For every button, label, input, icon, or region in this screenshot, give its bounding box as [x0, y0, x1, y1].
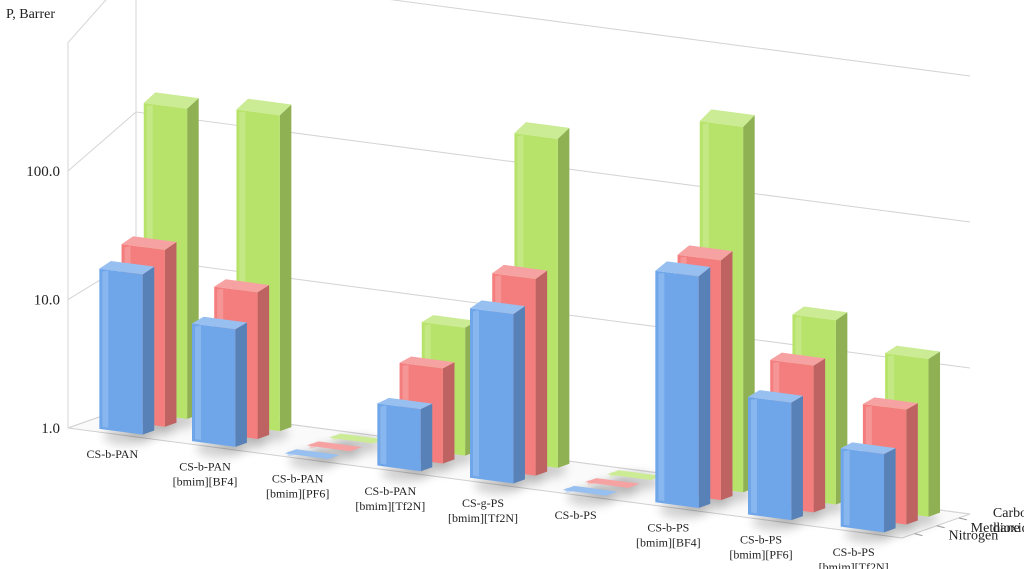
bar-carbon-dioxide-3: [329, 433, 385, 444]
bar-side-face: [279, 104, 292, 432]
bar-top-face: [421, 315, 477, 328]
bar-nitrogen-3: [284, 449, 340, 460]
y-axis-title: P, Barrer: [6, 7, 55, 22]
category-label-4: CS-b-PAN [bmim][Tf2N]: [355, 484, 425, 513]
bar-top-face: [885, 345, 941, 359]
bar-methane-3: [306, 441, 362, 452]
bar-top-face: [607, 470, 663, 481]
bar-methane-6: [584, 478, 640, 488]
category-label-9: CS-b-PS [bmim][Tf2N]: [819, 545, 889, 569]
bar-top-face: [99, 260, 155, 275]
bar-top-face: [748, 390, 803, 403]
category-label-1: CS-b-PAN: [87, 447, 139, 461]
bar-top-face: [584, 478, 640, 488]
series-label-nitrogen: Nitrogen: [948, 529, 998, 544]
category-label-2: CS-b-PAN [bmim][BF4]: [173, 459, 238, 488]
category-label-8: CS-b-PS [bmim][PF6]: [729, 533, 792, 562]
bar-nitrogen-7: [655, 261, 711, 508]
bar-nitrogen-6: [562, 485, 618, 496]
bar-front-face: [192, 323, 236, 447]
y-tick-label: 1.0: [41, 421, 60, 437]
bar-top-face: [492, 264, 548, 279]
category-label-7: CS-b-PS [bmim][BF4]: [636, 520, 701, 549]
bar-highlight: [102, 270, 109, 428]
bar-top-face: [236, 98, 292, 116]
bar-nitrogen-1: [99, 260, 155, 435]
bar-top-face: [655, 261, 711, 277]
bar-top-face: [214, 279, 270, 293]
category-label-5: CS-g-PS [bmim][Tf2N]: [448, 496, 518, 525]
bar-side-face: [698, 267, 711, 508]
bar-top-face: [514, 122, 570, 139]
bar-side-face: [442, 362, 455, 464]
y-tick-label: 100.0: [26, 164, 60, 180]
bar-top-face: [470, 300, 525, 315]
bars: [99, 92, 941, 533]
bar-nitrogen-9: [840, 442, 896, 533]
bar-top-face: [192, 316, 247, 330]
bar-side-face: [884, 448, 896, 533]
bar-nitrogen-4: [377, 397, 433, 472]
bar-top-face: [792, 306, 848, 321]
category-label-3: CS-b-PAN [bmim][PF6]: [266, 472, 329, 501]
bar-carbon-dioxide-6: [607, 470, 663, 481]
category-label-6: CS-b-PS: [555, 508, 597, 522]
y-tick-label: 10.0: [34, 293, 60, 309]
series-label-methane: Methane: [971, 521, 1020, 536]
bar-side-face: [164, 241, 177, 427]
bar-front-face: [748, 396, 792, 521]
bar-nitrogen-2: [192, 316, 247, 447]
bar-side-face: [557, 127, 570, 468]
bar-top-face: [862, 397, 918, 410]
bar-front-face: [655, 270, 699, 508]
bar-top-face: [284, 449, 340, 460]
bar-front-face: [377, 403, 421, 472]
bar-side-face: [142, 266, 155, 435]
bar-nitrogen-5: [470, 300, 525, 484]
bar-side-face: [420, 403, 433, 472]
bar-highlight: [195, 325, 202, 441]
bar-top-face: [306, 441, 362, 452]
bar-side-face: [906, 403, 918, 525]
bar-highlight: [751, 398, 758, 514]
series-tick: [936, 525, 945, 529]
bar-top-face: [377, 397, 433, 410]
bar-side-face: [235, 322, 247, 447]
bar-highlight: [380, 405, 387, 465]
bar-front-face: [99, 268, 143, 435]
bar-top-face: [677, 245, 733, 261]
labels: P, Barrer 1.0 10.0 100.0 CS-b-PAN CS-b-PAN [b…: [6, 7, 1024, 569]
series-tick: [958, 517, 968, 521]
bar-top-face: [399, 356, 455, 369]
bar-top-face: [121, 236, 177, 250]
bar-highlight: [473, 310, 480, 477]
bar-front-face: [470, 308, 514, 484]
bar-top-face: [840, 442, 896, 454]
series-tick: [914, 533, 923, 537]
bar-front-face: [840, 448, 885, 533]
bar-side-face: [813, 358, 826, 513]
gridline: [67, 0, 971, 77]
bar-side-face: [720, 251, 733, 501]
bar-highlight: [658, 272, 665, 502]
series-label-carbon-dioxide: Carbondioxide: [993, 506, 1024, 536]
bar-top-face: [770, 352, 826, 366]
bar-side-face: [791, 395, 803, 521]
bar-highlight: [843, 450, 850, 526]
bar-top-face: [329, 433, 385, 444]
bar-nitrogen-8: [748, 390, 803, 521]
bar-top-face: [143, 92, 199, 109]
bar-side-face: [257, 285, 270, 439]
bar-top-face: [699, 109, 755, 127]
bar-side-face: [513, 306, 525, 484]
bar-top-face: [562, 485, 618, 496]
bar-side-face: [928, 351, 941, 517]
bar-side-face: [535, 270, 548, 476]
